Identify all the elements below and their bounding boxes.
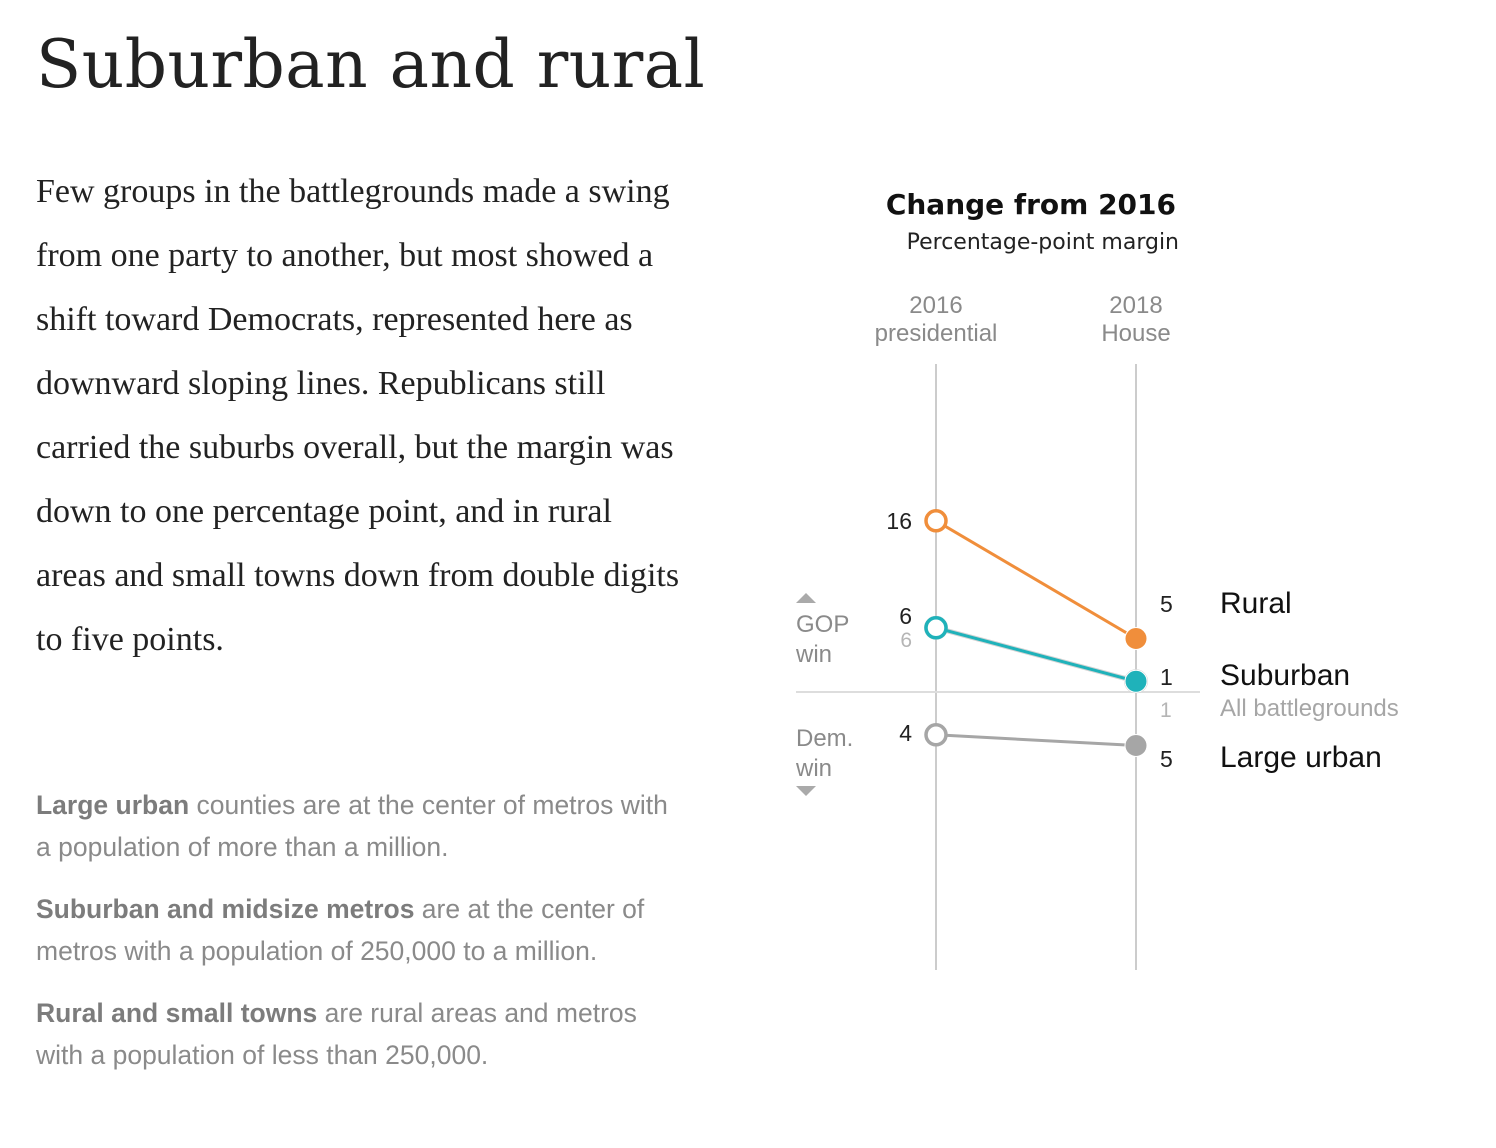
headline: Suburban and rural [36, 26, 706, 103]
slope-chart: Change from 2016 Percentage-point margin… [795, 188, 1399, 970]
down-arrow-icon [796, 786, 816, 796]
definition-text: are rural areas and metros with a popula… [36, 998, 637, 1070]
chart-marks [924, 509, 1148, 757]
gop-win-label: win [795, 641, 832, 668]
value-label-rural-2016: 16 [886, 508, 912, 534]
value-label-all-2016: 6 [900, 629, 912, 652]
point-2016-large-urban [924, 723, 948, 747]
point-2018-suburban [1124, 669, 1148, 693]
dem-win-label: win [795, 755, 832, 782]
chart-title: Change from 2016 [886, 188, 1176, 221]
x-tick-label: 2018 [1109, 292, 1162, 319]
point-2016-suburban [924, 616, 948, 640]
series-line-large-urban [935, 733, 1137, 747]
definitions: Large urban counties are at the center o… [36, 784, 686, 1096]
value-label-urban-2018: 5 [1160, 746, 1173, 772]
definition-term: Rural and small towns [36, 998, 318, 1028]
series-label-rural: Rural [1220, 587, 1292, 620]
point-2016-rural [924, 509, 948, 533]
definition-suburban: Suburban and midsize metros are at the c… [36, 888, 686, 972]
value-label-all-2018: 1 [1160, 699, 1172, 722]
body-paragraph: Few groups in the battlegrounds made a s… [36, 173, 680, 658]
x-tick-label: 2016 [909, 292, 962, 319]
definition-large-urban: Large urban counties are at the center o… [36, 784, 686, 868]
chart-subtitle: Percentage-point margin [907, 230, 1179, 255]
value-label-urban-2016: 4 [899, 720, 912, 746]
dem-win-label: Dem. [796, 725, 853, 752]
definition-text: are at the center of metros with a popul… [36, 894, 645, 966]
series-label-urban: Large urban [1220, 741, 1382, 774]
definition-rural: Rural and small towns are rural areas an… [36, 992, 686, 1076]
series-label-all: All battlegrounds [1220, 695, 1399, 722]
up-arrow-icon [796, 593, 816, 603]
definition-term: Large urban [36, 790, 190, 820]
definition-term: Suburban and midsize metros [36, 894, 415, 924]
definition-text: counties are at the center of metros wit… [36, 790, 668, 862]
x-tick-label: presidential [875, 320, 998, 347]
series-line-suburban [935, 626, 1137, 683]
series-label-suburban: Suburban [1220, 659, 1350, 692]
point-2018-large-urban [1124, 734, 1148, 757]
point-2018-rural [1124, 627, 1148, 650]
value-label-rural-2018: 5 [1160, 591, 1173, 617]
x-tick-label: House [1101, 320, 1170, 347]
value-label-suburban-2016: 6 [899, 603, 912, 629]
gop-win-label: GOP [796, 611, 849, 638]
value-label-suburban-2018: 1 [1160, 664, 1173, 690]
series-line-rural [935, 519, 1137, 640]
